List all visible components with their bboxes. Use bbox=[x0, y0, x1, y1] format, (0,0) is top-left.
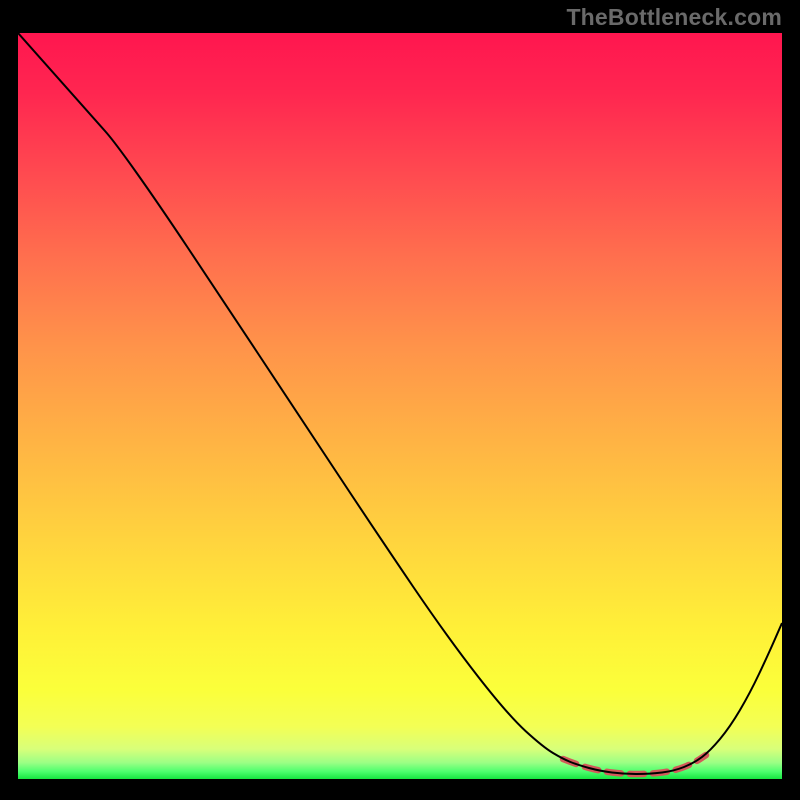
plot-area bbox=[18, 33, 782, 779]
chart-lines bbox=[18, 33, 782, 779]
highlight-segment bbox=[563, 755, 706, 774]
bottleneck-curve bbox=[18, 33, 782, 774]
watermark-label: TheBottleneck.com bbox=[566, 4, 782, 31]
